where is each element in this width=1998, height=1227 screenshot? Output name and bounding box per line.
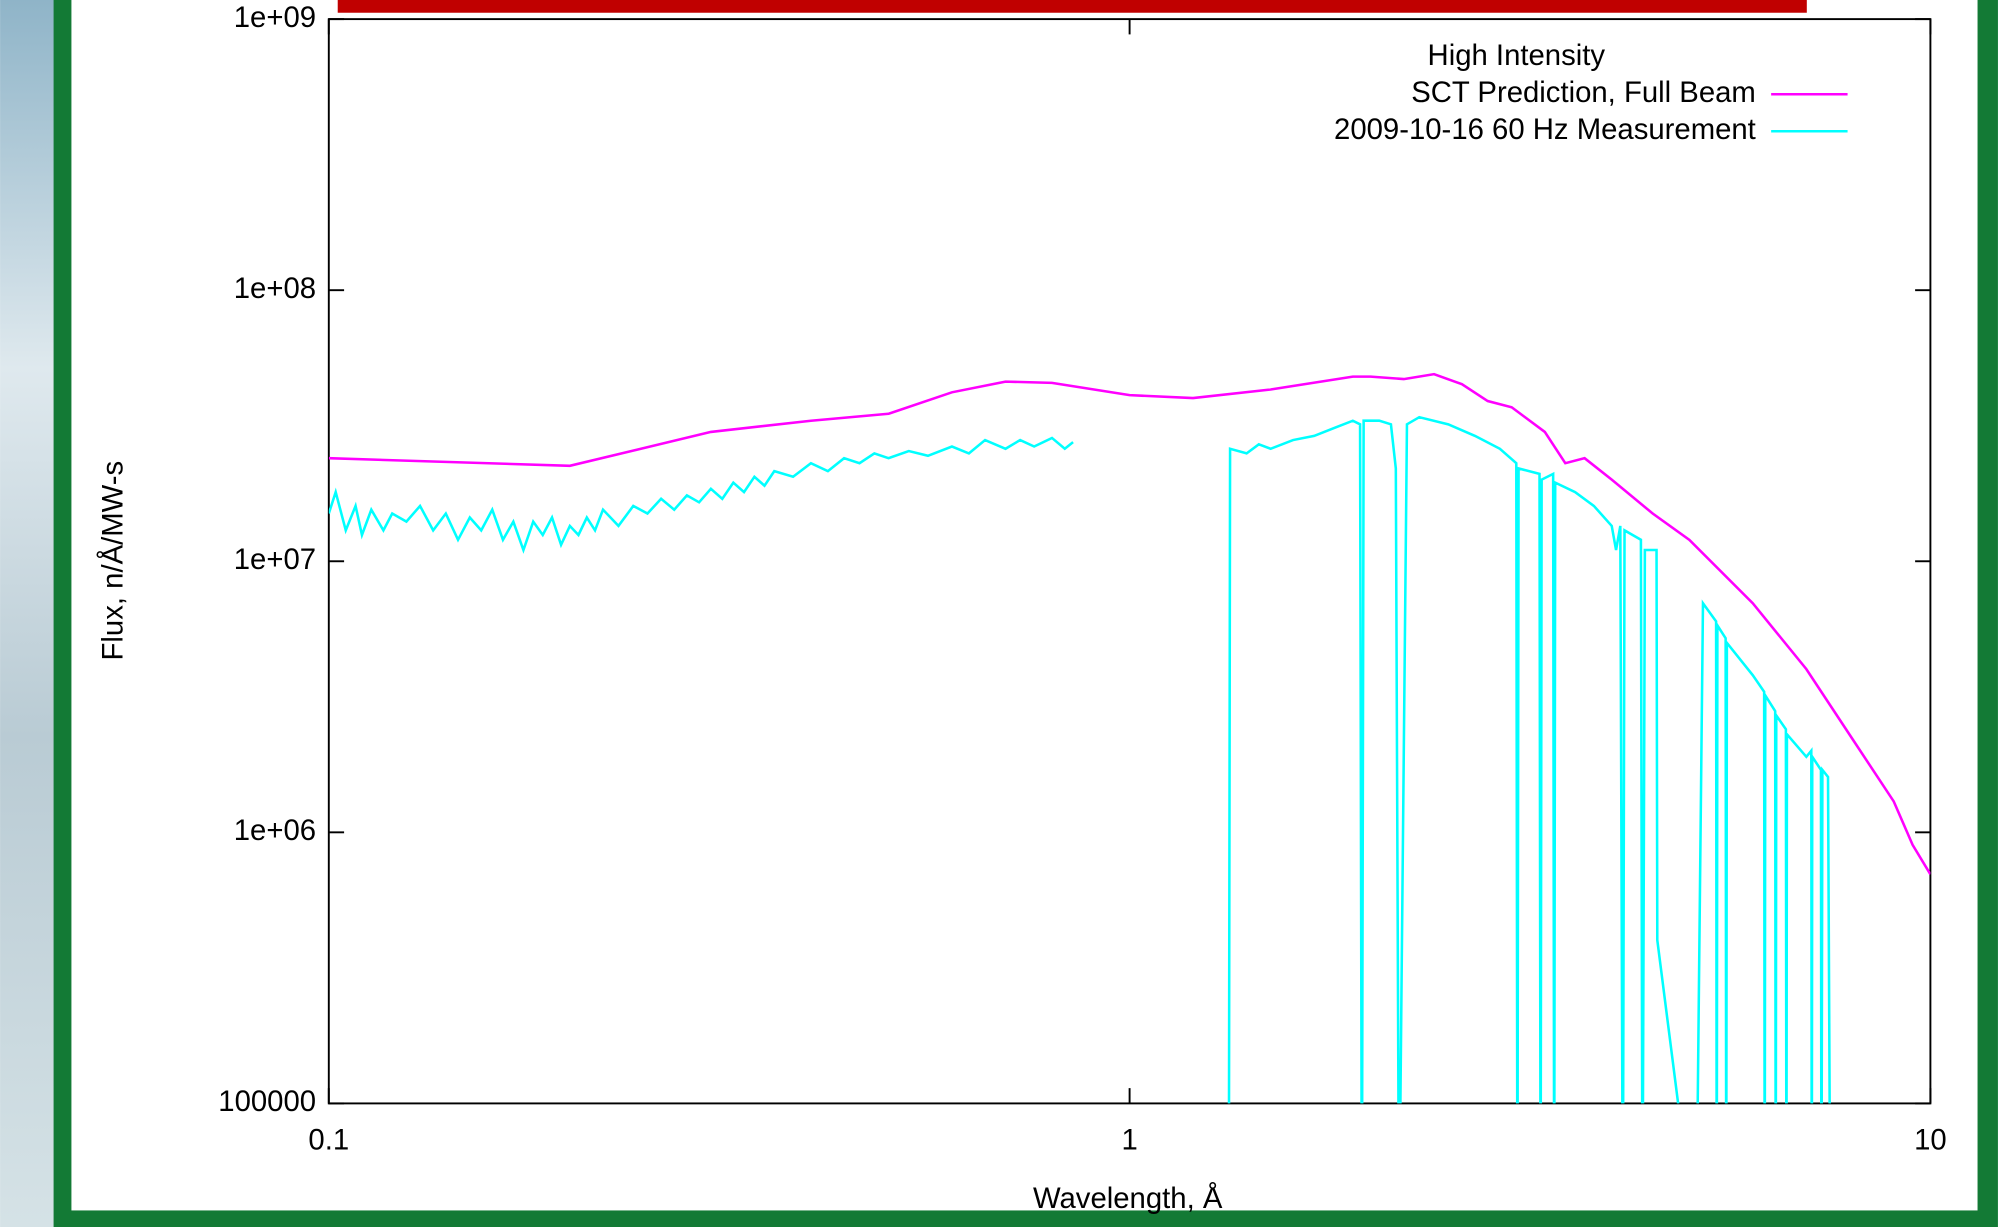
legend-title: High Intensity	[1428, 39, 1606, 72]
legend-label: SCT Prediction, Full Beam	[1411, 76, 1756, 109]
x-tick-label: 0.1	[308, 1123, 349, 1156]
series-line	[328, 415, 1831, 1104]
y-tick-label: 100000	[218, 1085, 316, 1118]
series-line	[328, 372, 1931, 875]
x-axis-label: Wavelength, Å	[1033, 1182, 1223, 1215]
x-tick-label: 10	[1914, 1123, 1947, 1156]
legend-label: 2009-10-16 60 Hz Measurement	[1334, 113, 1756, 146]
slide-body	[71, 0, 1978, 1211]
title-underline	[337, 0, 1807, 13]
y-axis-label: Flux, n/Å/MW-s	[96, 461, 129, 661]
y-tick-label: 1e+08	[234, 272, 316, 305]
y-tick-label: 1e+07	[234, 543, 316, 576]
x-tick-label: 1	[1121, 1123, 1137, 1156]
y-tick-label: 1e+09	[234, 1, 316, 34]
y-tick-label: 1e+06	[234, 814, 316, 847]
